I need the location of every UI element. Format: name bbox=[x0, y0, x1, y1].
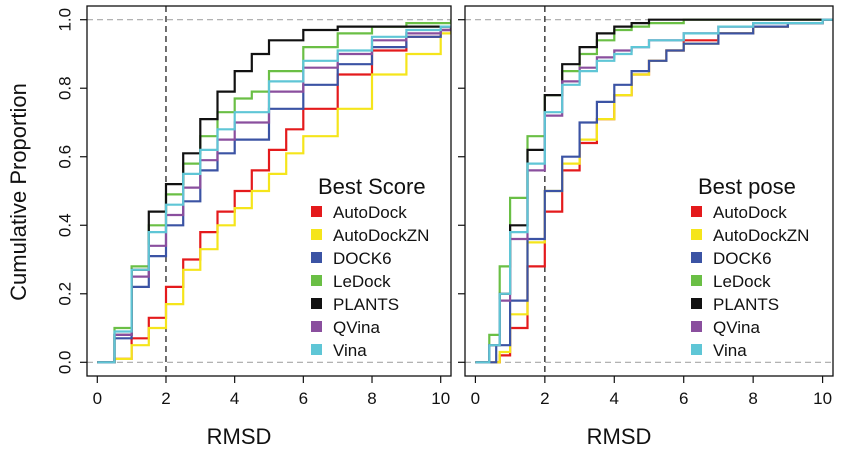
y-axis-title: Cumulative Proportion bbox=[6, 83, 31, 301]
panel-best-pose: 0 2 4 6 8 10 RMSD Best pose AutoDock AutoDockZN DO… bbox=[458, 5, 834, 449]
legend: Best Score AutoDock AutoDockZN DOCK6 LeDock P… bbox=[311, 174, 429, 360]
y-tick-label: 1.0 bbox=[56, 8, 75, 32]
series-line-autodockzn bbox=[97, 30, 451, 364]
y-tick-label: 0.6 bbox=[56, 145, 75, 169]
legend-swatch-plants bbox=[311, 298, 322, 309]
series-line-vina bbox=[97, 25, 451, 364]
x-tick-label: 6 bbox=[299, 389, 308, 408]
legend-label-ledock: LeDock bbox=[713, 272, 771, 291]
series-line-dock6 bbox=[475, 18, 833, 364]
x-tick-label: 0 bbox=[93, 389, 102, 408]
x-tick-label: 2 bbox=[161, 389, 170, 408]
legend-swatch-autodockzn bbox=[311, 229, 322, 240]
legend-label-qvina: QVina bbox=[713, 318, 760, 337]
x-tick-label: 8 bbox=[367, 389, 376, 408]
legend-label-vina: Vina bbox=[713, 341, 747, 360]
plot-frame bbox=[464, 5, 834, 377]
legend-label-plants: PLANTS bbox=[333, 295, 399, 314]
legend-swatch-ledock bbox=[691, 275, 702, 286]
x-tick-label: 2 bbox=[540, 389, 549, 408]
legend: Best pose AutoDock AutoDockZN DOCK6 LeDock PL… bbox=[691, 174, 809, 360]
legend-label-vina: Vina bbox=[333, 341, 367, 360]
series-line-autodock bbox=[97, 26, 451, 364]
legend-label-autodock: AutoDock bbox=[333, 203, 407, 222]
legend-label-dock6: DOCK6 bbox=[333, 249, 392, 268]
legend-label-dock6: DOCK6 bbox=[713, 249, 772, 268]
x-axis-title: RMSD bbox=[207, 424, 272, 449]
y-tick-label: 0.4 bbox=[56, 213, 75, 237]
plot-frame bbox=[86, 5, 452, 377]
x-tick-label: 6 bbox=[679, 389, 688, 408]
legend-swatch-vina bbox=[311, 344, 322, 355]
x-tick-label: 4 bbox=[230, 389, 239, 408]
panel-best-score: 0 2 4 6 8 10 0.0 0.2 0.4 0.6 0.8 1.0 RMSD Best Score A… bbox=[56, 5, 452, 449]
legend-label-autodockzn: AutoDockZN bbox=[713, 226, 809, 245]
x-tick-label: 4 bbox=[610, 389, 619, 408]
legend-swatch-autodock bbox=[691, 206, 702, 217]
series-line-vina bbox=[475, 18, 833, 364]
legend-label-qvina: QVina bbox=[333, 318, 380, 337]
y-tick-label: 0.8 bbox=[56, 76, 75, 100]
y-tick-label: 0.2 bbox=[56, 282, 75, 306]
legend-swatch-autodock bbox=[311, 206, 322, 217]
x-tick-label: 10 bbox=[813, 389, 832, 408]
legend-swatch-dock6 bbox=[311, 252, 322, 263]
x-tick-label: 0 bbox=[471, 389, 480, 408]
legend-swatch-vina bbox=[691, 344, 702, 355]
legend-swatch-qvina bbox=[311, 321, 322, 332]
series-group bbox=[475, 18, 833, 364]
legend-label-plants: PLANTS bbox=[713, 295, 779, 314]
series-group bbox=[97, 19, 451, 364]
legend-title: Best pose bbox=[698, 174, 796, 199]
legend-label-ledock: LeDock bbox=[333, 272, 391, 291]
x-tick-label: 8 bbox=[748, 389, 757, 408]
legend-swatch-plants bbox=[691, 298, 702, 309]
x-tick-label: 10 bbox=[431, 389, 450, 408]
x-axis-title: RMSD bbox=[587, 424, 652, 449]
series-line-qvina bbox=[97, 26, 451, 364]
legend-swatch-ledock bbox=[311, 275, 322, 286]
y-tick-label: 0.0 bbox=[56, 350, 75, 374]
legend-swatch-dock6 bbox=[691, 252, 702, 263]
legend-title: Best Score bbox=[318, 174, 426, 199]
legend-label-autodock: AutoDock bbox=[713, 203, 787, 222]
series-line-dock6 bbox=[97, 26, 451, 364]
legend-label-autodockzn: AutoDockZN bbox=[333, 226, 429, 245]
legend-swatch-autodockzn bbox=[691, 229, 702, 240]
legend-swatch-qvina bbox=[691, 321, 702, 332]
